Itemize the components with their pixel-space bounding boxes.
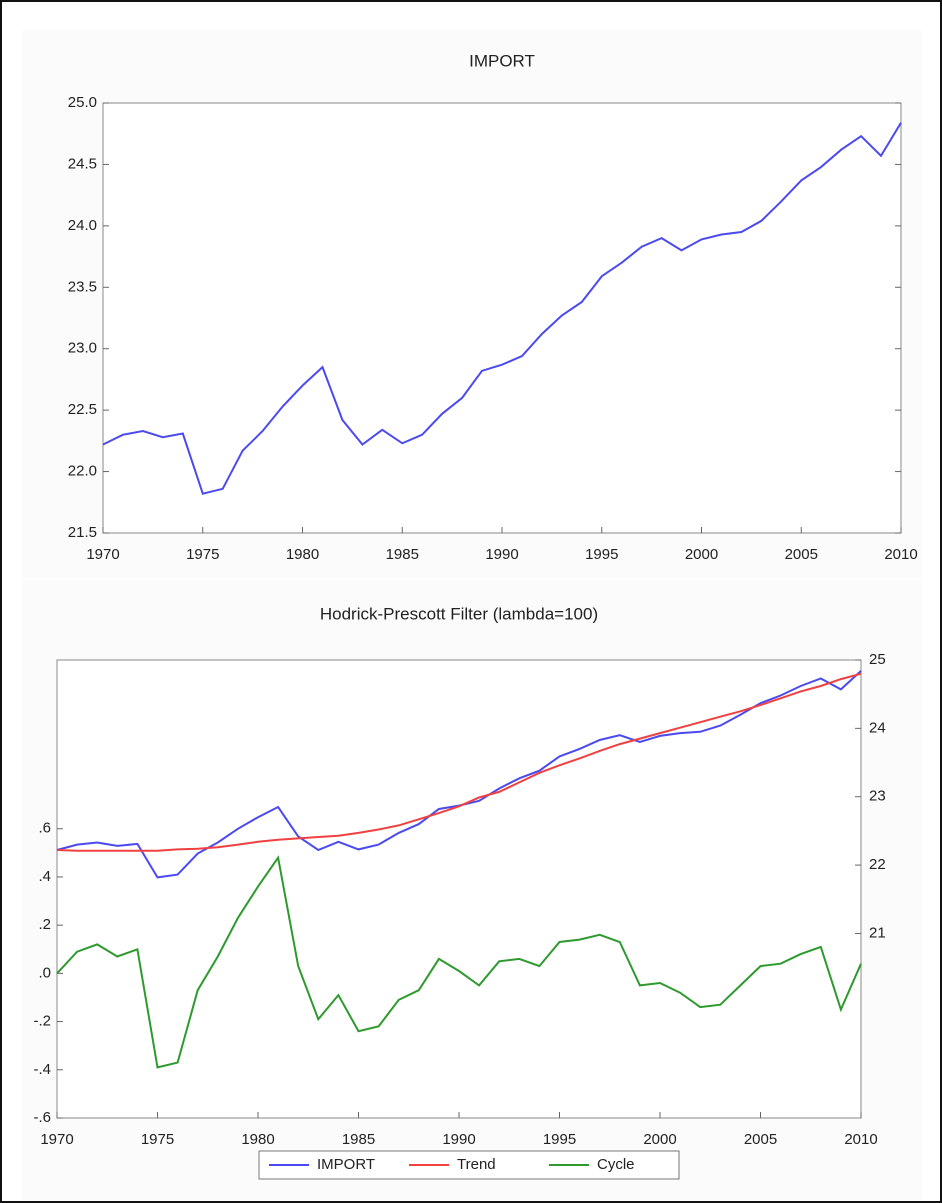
x-tick-label: 1975 bbox=[141, 1131, 174, 1148]
x-tick-label: 1970 bbox=[40, 1131, 73, 1148]
y2-tick-label: 24 bbox=[869, 719, 886, 736]
y2-tick-label: 21 bbox=[869, 924, 886, 941]
x-tick-label: 2005 bbox=[785, 546, 818, 563]
x-tick-label: 1990 bbox=[485, 546, 518, 563]
y-tick-label: 22.0 bbox=[68, 463, 97, 480]
x-tick-label: 1970 bbox=[86, 546, 119, 563]
chart-title: IMPORT bbox=[469, 51, 535, 70]
x-tick-label: 1980 bbox=[286, 546, 319, 563]
y-tick-label: 23.5 bbox=[68, 278, 97, 295]
x-tick-label: 2000 bbox=[685, 546, 718, 563]
chart-title: Hodrick-Prescott Filter (lambda=100) bbox=[320, 604, 598, 623]
y2-tick-label: 23 bbox=[869, 788, 886, 805]
y-tick-label: 23.0 bbox=[68, 340, 97, 357]
y-tick-label: -.6 bbox=[33, 1109, 51, 1126]
y-tick-label: .4 bbox=[38, 868, 51, 885]
x-tick-label: 1995 bbox=[585, 546, 618, 563]
y-tick-label: 21.5 bbox=[68, 524, 97, 541]
y-tick-label: 24.0 bbox=[68, 217, 97, 234]
legend-label: Cycle bbox=[597, 1156, 635, 1173]
y-tick-label: .6 bbox=[38, 820, 51, 837]
plot-area bbox=[56, 659, 862, 1119]
x-tick-label: 1980 bbox=[241, 1131, 274, 1148]
x-tick-label: 1995 bbox=[543, 1131, 576, 1148]
plot-area bbox=[102, 102, 902, 534]
x-tick-label: 1990 bbox=[442, 1131, 475, 1148]
y-tick-label: -.2 bbox=[33, 1013, 51, 1030]
x-tick-label: 1975 bbox=[186, 546, 219, 563]
series-line bbox=[56, 672, 862, 852]
y2-tick-label: 22 bbox=[869, 856, 886, 873]
x-tick-label: 1985 bbox=[386, 546, 419, 563]
x-tick-label: 1985 bbox=[342, 1131, 375, 1148]
legend-label: IMPORT bbox=[317, 1156, 375, 1173]
y-tick-label: 24.5 bbox=[68, 155, 97, 172]
x-tick-label: 2000 bbox=[643, 1131, 676, 1148]
legend-box bbox=[258, 1150, 680, 1180]
series-line bbox=[56, 855, 862, 1069]
y-tick-label: .0 bbox=[38, 964, 51, 981]
y-tick-label: 25.0 bbox=[68, 94, 97, 111]
series-line bbox=[102, 122, 902, 495]
y-tick-label: 22.5 bbox=[68, 401, 97, 418]
y2-tick-label: 25 bbox=[869, 651, 886, 668]
legend-label: Trend bbox=[457, 1156, 496, 1173]
x-tick-label: 2010 bbox=[844, 1131, 877, 1148]
y-tick-label: .2 bbox=[38, 916, 51, 933]
y-tick-label: -.4 bbox=[33, 1061, 51, 1078]
x-tick-label: 2010 bbox=[884, 546, 917, 563]
x-tick-label: 2005 bbox=[744, 1131, 777, 1148]
